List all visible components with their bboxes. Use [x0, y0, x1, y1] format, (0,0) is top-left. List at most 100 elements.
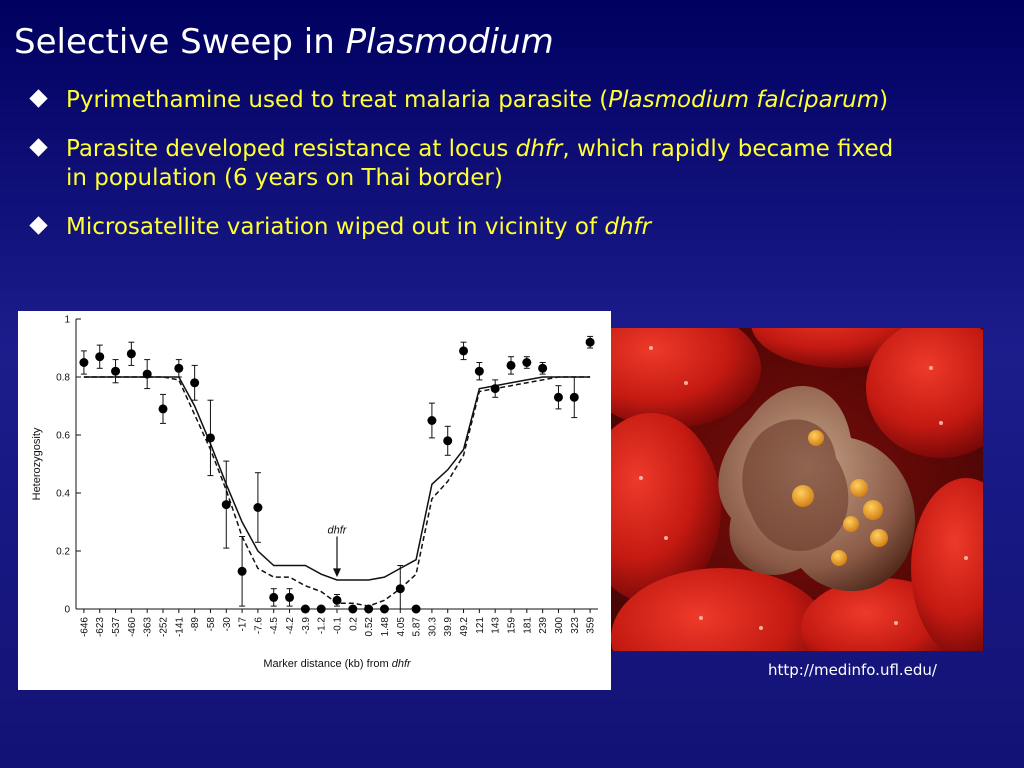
data-point: [348, 604, 358, 614]
data-point: [111, 366, 121, 376]
x-tick-label: -58: [206, 617, 217, 632]
data-point: [205, 433, 215, 443]
x-tick-label: -141: [174, 617, 185, 637]
data-point: [364, 604, 374, 614]
x-tick-label: 121: [475, 617, 486, 634]
data-point: [459, 346, 469, 356]
data-point: [142, 369, 152, 379]
slide-title-italic: Plasmodium: [345, 22, 554, 62]
data-point: [474, 366, 484, 376]
red-blood-cells-with-malaria-parasite-image: [611, 328, 983, 651]
bullet-text: dhfr: [604, 214, 652, 240]
dhfr-annotation-label: dhfr: [328, 525, 348, 537]
data-point: [174, 363, 184, 373]
diamond-bullet-icon: [29, 216, 48, 235]
data-point: [158, 404, 168, 414]
data-point: [522, 358, 532, 367]
data-point: [379, 604, 389, 614]
bullet-text: Plasmodium falciparum: [608, 87, 880, 113]
chart-canvas: 0 0.2 0.4 0.6 0.8 1 Heterozygosity -646 -623 -537…: [31, 315, 598, 670]
x-tick-label: -89: [190, 617, 201, 632]
x-tick-label: 359: [586, 617, 597, 634]
data-point: [190, 378, 200, 388]
x-tick-label: 0.52: [364, 617, 375, 637]
data-point: [538, 363, 548, 373]
source-url[interactable]: http://medinfo.ufl.edu/: [768, 661, 937, 679]
x-tick-label: 1.48: [380, 617, 391, 637]
x-tick-label: -4.5: [269, 617, 280, 635]
x-tick-label: -460: [127, 617, 138, 637]
bullet-text: Microsatellite variation wiped out in vi…: [66, 214, 605, 240]
bullet-text: , which rapidly became fixed in populati…: [66, 136, 894, 191]
x-tick-label: 239: [538, 617, 549, 634]
y-axis-label: Heterozygosity: [31, 427, 43, 500]
x-tick-label: -17: [238, 617, 249, 632]
y-tick-label: 0.2: [56, 547, 70, 558]
data-point: [490, 384, 500, 394]
x-tick-label: 159: [507, 617, 518, 634]
bullet-text: Pyrimethamine used to treat malaria para…: [66, 87, 609, 113]
x-axis-label-plain: Marker distance (kb) from: [263, 658, 391, 670]
x-tick-label: -7.6: [253, 617, 264, 635]
y-tick-label: 0: [64, 605, 70, 616]
x-tick-label: 5.87: [412, 617, 423, 637]
x-tick-label: -0.1: [333, 617, 344, 635]
data-point: [332, 595, 342, 605]
x-tick-label: -30: [222, 617, 233, 632]
data-point: [253, 503, 263, 512]
x-tick-label: 39.9: [443, 617, 454, 637]
data-point: [553, 392, 563, 402]
x-tick-label: 4.05: [396, 617, 407, 637]
data-point: [221, 500, 231, 510]
data-point: [269, 592, 279, 602]
data-point: [285, 592, 295, 602]
bullet-item: Microsatellite variation wiped out in vi…: [28, 213, 908, 242]
x-tick-label: -623: [95, 617, 106, 637]
bullet-item: Pyrimethamine used to treat malaria para…: [28, 86, 908, 115]
x-tick-label: -4.2: [285, 617, 296, 635]
y-tick-label: 0.8: [56, 373, 70, 384]
x-tick-label: 323: [570, 617, 581, 634]
y-tick-label: 0.6: [56, 431, 70, 442]
x-tick-label: 49.2: [459, 617, 470, 637]
x-tick-label: 143: [491, 617, 502, 634]
data-point: [300, 604, 310, 614]
bullet-list: Pyrimethamine used to treat malaria para…: [28, 86, 908, 262]
x-tick-label: 0.2: [348, 617, 359, 631]
data-point: [237, 566, 247, 576]
x-tick-label: -1.2: [317, 617, 328, 635]
x-axis-label-italic: dhfr: [392, 658, 412, 670]
slide-title: Selective Sweep in Plasmodium: [14, 22, 554, 62]
heterozygosity-chart: 0 0.2 0.4 0.6 0.8 1 Heterozygosity -646 -623 -537…: [18, 311, 611, 690]
x-tick-label: 30.3: [427, 617, 438, 637]
bullet-text: Parasite developed resistance at locus: [66, 136, 516, 162]
data-point: [126, 349, 136, 359]
bullet-text: ): [879, 87, 889, 113]
data-point: [506, 360, 516, 370]
series-solid-curve: [83, 376, 591, 581]
y-tick-label: 0.4: [56, 489, 70, 500]
data-point: [395, 584, 405, 594]
x-tick-label: -646: [79, 617, 90, 637]
x-tick-label: 181: [522, 617, 533, 634]
x-tick-label: -252: [159, 617, 170, 637]
data-point: [316, 604, 326, 614]
dhfr-annotation-arrow-head: [333, 568, 341, 578]
diamond-bullet-icon: [29, 89, 48, 108]
red-blood-cells-photo: [611, 328, 983, 651]
diamond-bullet-icon: [29, 138, 48, 157]
data-point: [443, 436, 453, 446]
y-tick-label: 1: [64, 315, 70, 326]
bullet-text: dhfr: [515, 136, 563, 162]
data-point: [427, 416, 437, 425]
x-tick-label: -537: [111, 617, 122, 637]
data-point: [411, 604, 421, 614]
x-tick-label: 300: [554, 617, 565, 634]
x-tick-label: -3.9: [301, 617, 312, 635]
bullet-item: Parasite developed resistance at locus d…: [28, 135, 908, 193]
data-point: [95, 352, 105, 362]
x-axis-label: Marker distance (kb) from dhfr: [263, 658, 412, 670]
slide-title-plain: Selective Sweep in: [14, 22, 346, 62]
data-point: [79, 358, 89, 367]
data-point: [585, 337, 595, 347]
